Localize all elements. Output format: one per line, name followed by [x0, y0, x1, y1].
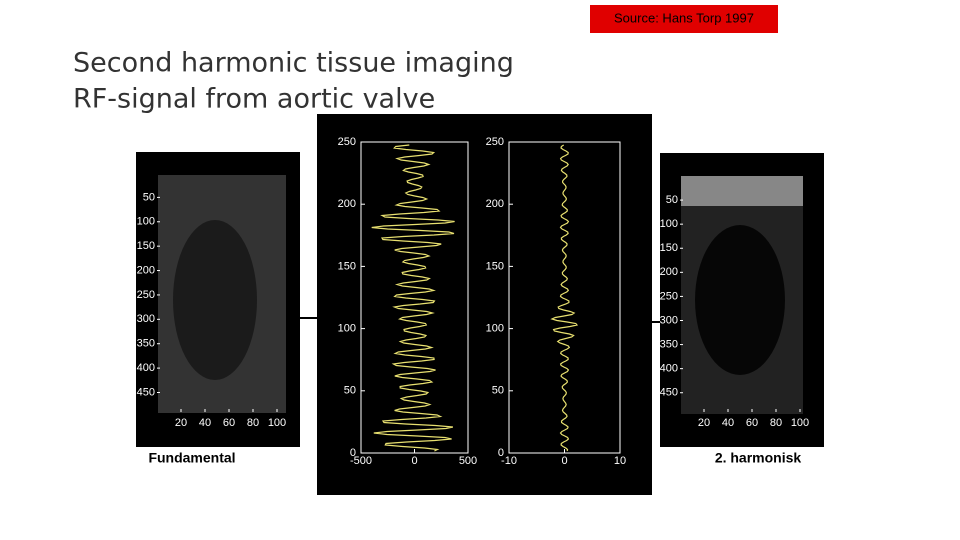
y-tick-label: 200: [486, 198, 504, 210]
y-tick-label: 300: [137, 313, 155, 325]
x-tick-label: -10: [501, 455, 517, 467]
image-caption: 2. harmonisk: [715, 450, 802, 466]
chamber: [695, 225, 785, 375]
y-tick-label: 100: [660, 218, 678, 230]
x-tick-label: 10: [614, 455, 626, 467]
y-tick-label: 0: [498, 447, 504, 459]
y-tick-label: 150: [486, 260, 504, 272]
x-tick-label: 40: [722, 417, 734, 429]
y-tick-label: 250: [338, 136, 356, 148]
rf-waveform: [550, 144, 579, 452]
y-tick-label: 200: [660, 266, 678, 278]
y-tick-label: 50: [143, 191, 155, 203]
y-tick-label: 0: [350, 447, 356, 459]
y-tick-label: 450: [660, 387, 678, 399]
y-tick-label: 100: [137, 216, 155, 228]
y-tick-label: 150: [338, 260, 356, 272]
y-tick-label: 50: [666, 194, 678, 206]
x-tick-label: 100: [268, 417, 286, 429]
source-label: Source: Hans Torp 1997: [614, 10, 754, 25]
y-tick-label: 450: [137, 386, 155, 398]
x-tick-label: 80: [770, 417, 782, 429]
x-tick-label: -500: [350, 455, 372, 467]
y-tick-label: 50: [492, 385, 504, 397]
x-tick-label: 40: [199, 417, 211, 429]
title-line: RF-signal from aortic valve: [73, 84, 435, 115]
y-tick-label: 400: [137, 362, 155, 374]
x-tick-label: 20: [175, 417, 187, 429]
y-tick-label: 50: [344, 385, 356, 397]
x-tick-label: 0: [561, 455, 567, 467]
chamber: [173, 220, 257, 380]
x-tick-label: 20: [698, 417, 710, 429]
x-tick-label: 60: [746, 417, 758, 429]
y-tick-label: 200: [137, 264, 155, 276]
rf-waveform: [371, 144, 455, 452]
x-tick-label: 60: [223, 417, 235, 429]
bright-band: [681, 176, 803, 206]
y-tick-label: 100: [338, 323, 356, 335]
x-tick-label: 500: [459, 455, 477, 467]
y-tick-label: 300: [660, 314, 678, 326]
image-caption: Fundamental: [148, 450, 235, 466]
y-tick-label: 200: [338, 198, 356, 210]
y-tick-label: 400: [660, 363, 678, 375]
y-tick-label: 250: [137, 289, 155, 301]
y-tick-label: 150: [137, 240, 155, 252]
x-tick-label: 100: [791, 417, 809, 429]
y-tick-label: 250: [486, 136, 504, 148]
y-tick-label: 250: [660, 290, 678, 302]
y-tick-label: 100: [486, 323, 504, 335]
x-tick-label: 80: [247, 417, 259, 429]
y-tick-label: 350: [660, 338, 678, 350]
x-tick-label: 0: [411, 455, 417, 467]
source-box: [590, 5, 778, 33]
y-tick-label: 150: [660, 242, 678, 254]
title-line: Second harmonic tissue imaging: [73, 48, 514, 79]
plot-panel: [317, 114, 652, 495]
y-tick-label: 350: [137, 338, 155, 350]
